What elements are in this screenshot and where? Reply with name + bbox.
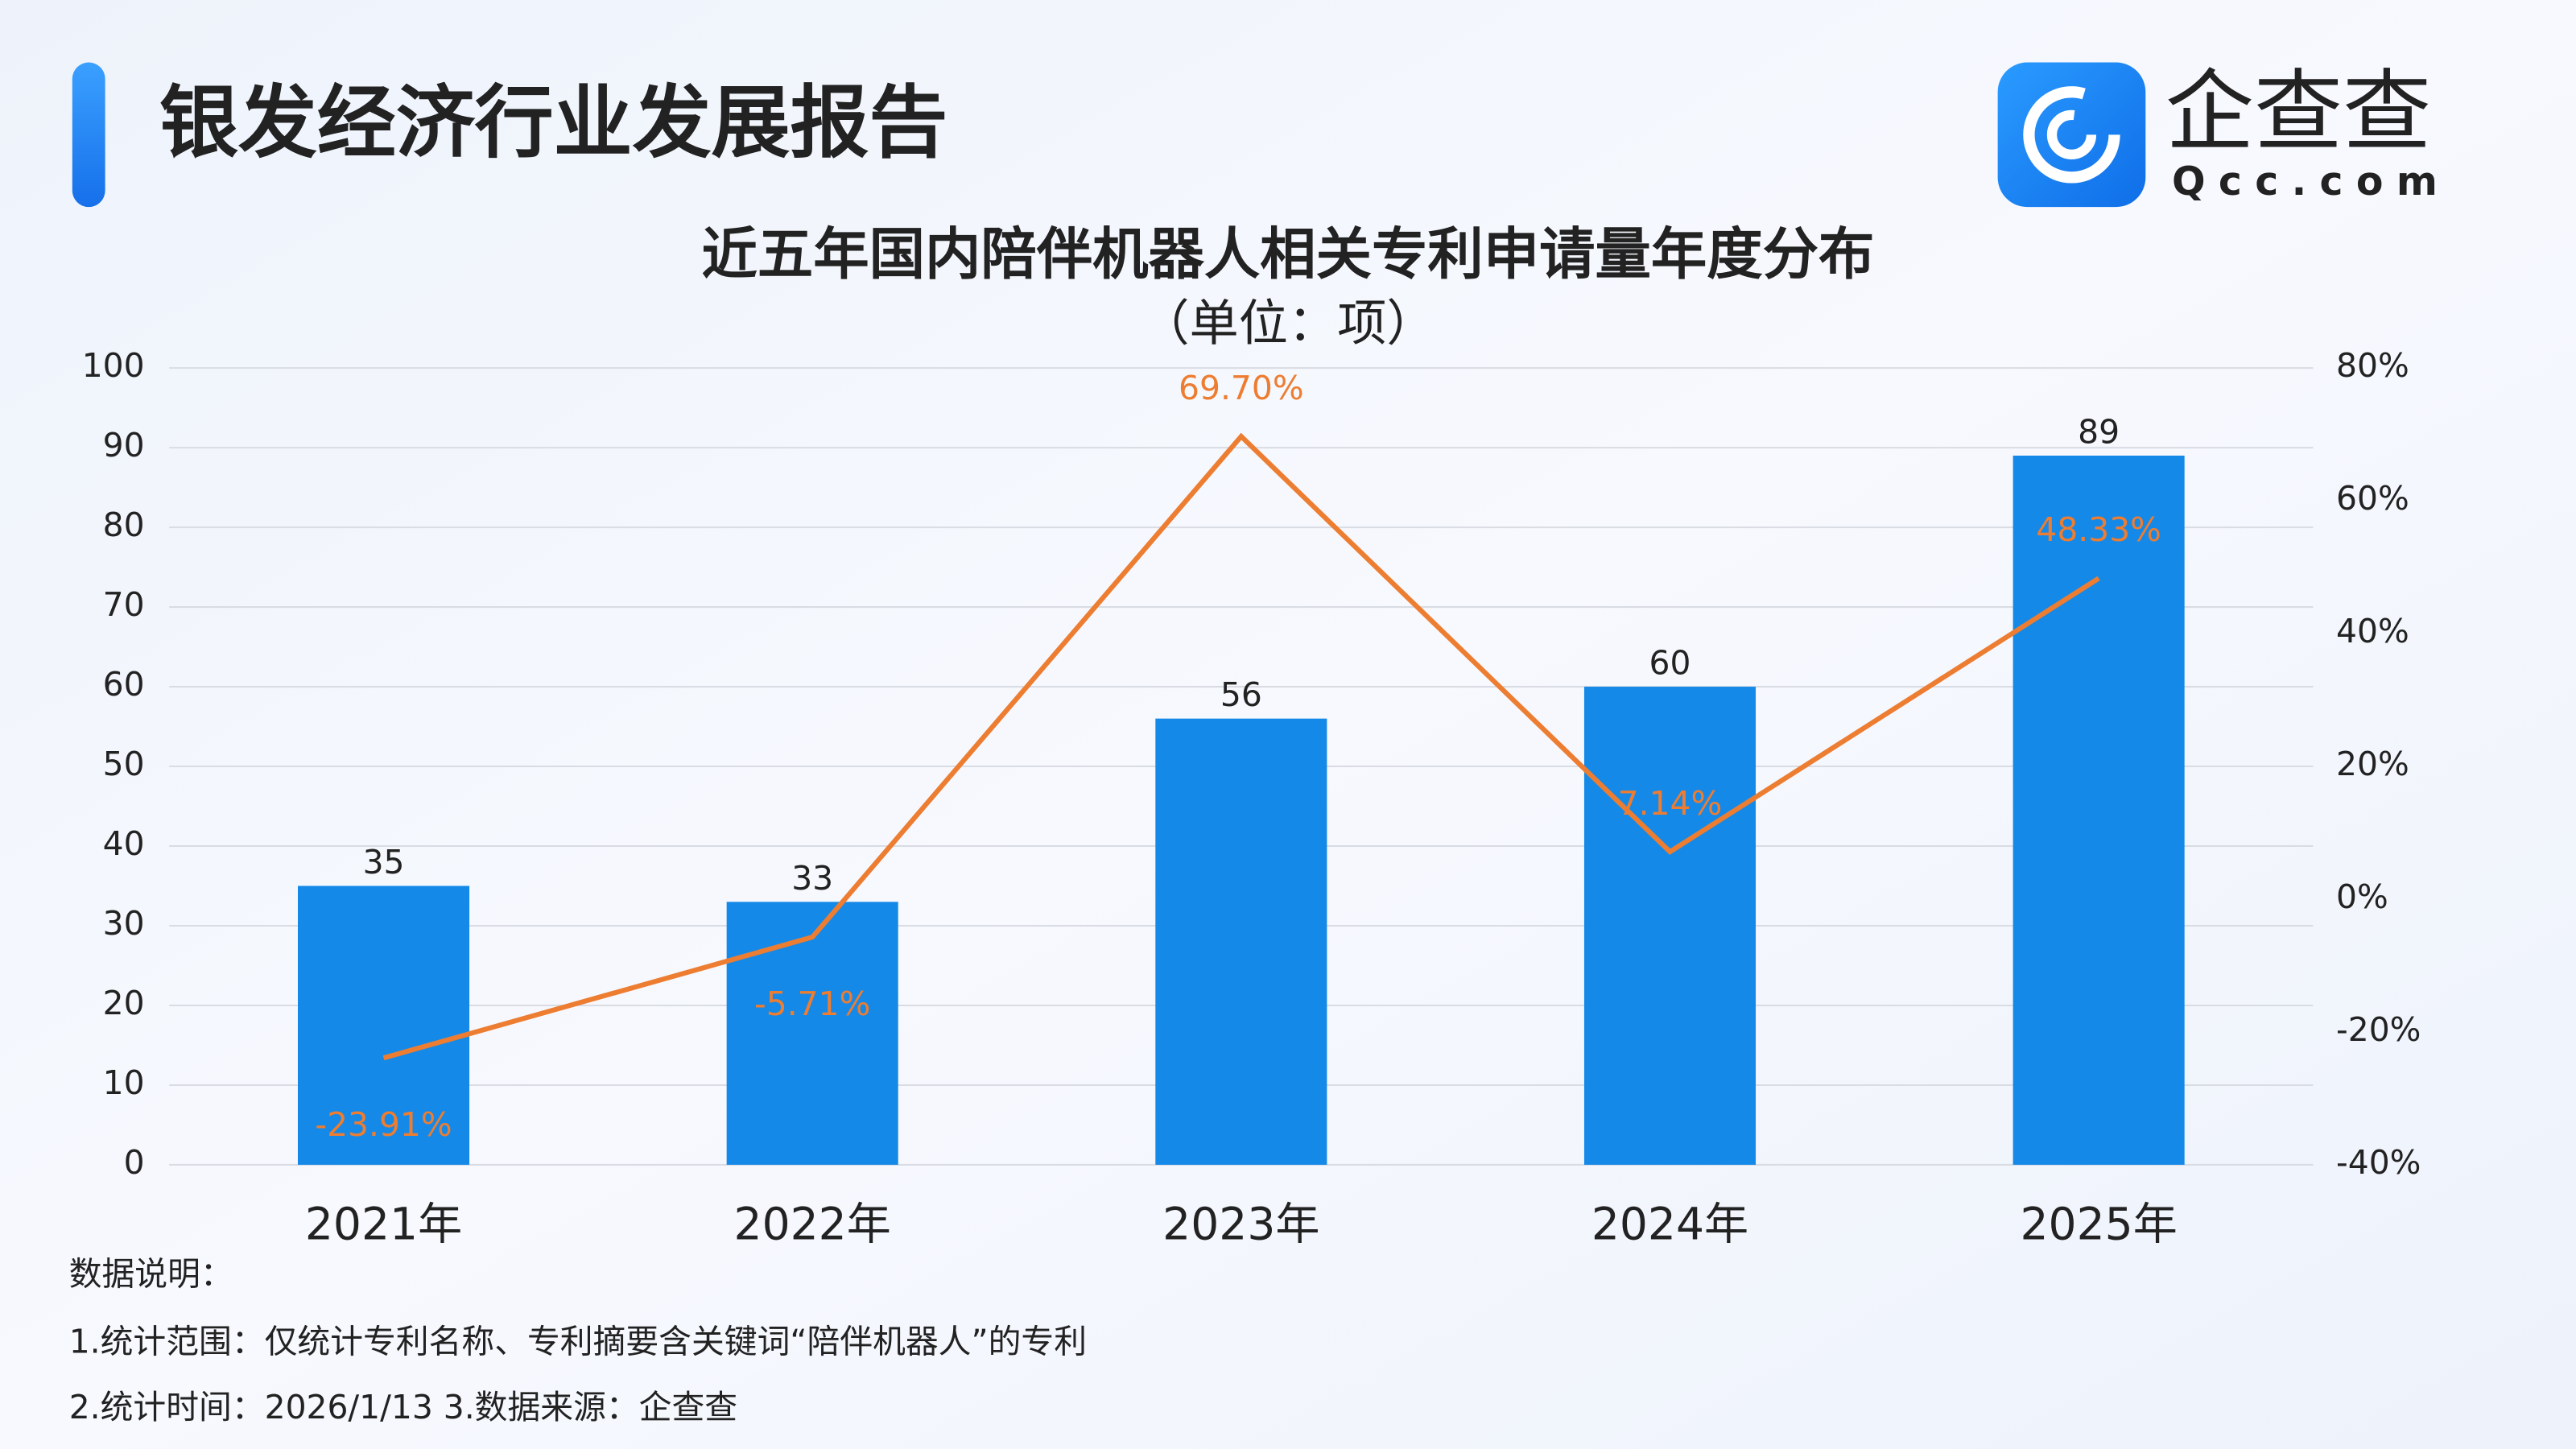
- y-tick-label: 0: [124, 1143, 145, 1182]
- y-tick-label: 90: [103, 426, 145, 464]
- chart-title: 近五年国内陪伴机器人相关专利申请量年度分布: [702, 222, 1875, 287]
- title-accent: [72, 62, 105, 208]
- note: 数据说明：: [69, 1255, 233, 1294]
- x-tick-label: 2024年: [1591, 1199, 1748, 1250]
- note: 2.统计时间：2026/1/13 3.数据来源：企查查: [69, 1388, 737, 1426]
- logo-domain: Qcc.com: [2172, 159, 2450, 204]
- line-value-label: -23.91%: [315, 1105, 452, 1144]
- x-tick-label: 2023年: [1162, 1199, 1319, 1250]
- y2-tick-label: 0%: [2336, 877, 2388, 916]
- y-tick-label: 60: [103, 665, 145, 704]
- logo-ring: [2046, 109, 2097, 159]
- chart-subtitle: （单位：项）: [1140, 295, 1435, 353]
- line-value-label: -5.71%: [754, 985, 870, 1023]
- y2-tick-label: 20%: [2336, 745, 2409, 783]
- x-tick-label: 2022年: [734, 1199, 891, 1250]
- y-tick-label: 100: [82, 346, 145, 385]
- line-value-label: 48.33%: [2036, 510, 2161, 549]
- bar-value-label: 89: [2078, 412, 2120, 451]
- logo-ring: [2023, 86, 2120, 184]
- bar: [2013, 456, 2185, 1165]
- y-tick-label: 20: [103, 984, 145, 1022]
- line: [382, 432, 2100, 1061]
- y2-tick-label: -20%: [2336, 1010, 2421, 1049]
- bar-value-label: 35: [363, 843, 405, 881]
- y-tick-label: 80: [103, 506, 145, 544]
- y-tick-label: 30: [103, 904, 145, 943]
- bar: [1155, 718, 1327, 1165]
- line-value-label: 69.70%: [1179, 369, 1304, 407]
- y-tick-label: 50: [103, 745, 145, 783]
- line-value-label: 7.14%: [1618, 784, 1723, 823]
- bar-value-label: 33: [791, 859, 833, 898]
- bar: [726, 902, 898, 1165]
- y-tick-label: 10: [103, 1063, 145, 1102]
- x-tick-label: 2025年: [2020, 1199, 2177, 1250]
- bar-value-label: 60: [1649, 644, 1691, 683]
- page-title: 银发经济行业发展报告: [159, 77, 947, 169]
- note: 1.统计范围：仅统计专利名称、专利摘要含关键词“陪伴机器人”的专利: [69, 1322, 1087, 1360]
- y2-tick-label: 40%: [2336, 612, 2409, 650]
- bar: [298, 886, 470, 1165]
- bar: [1583, 687, 1757, 1165]
- y2-tick-label: 60%: [2336, 479, 2409, 518]
- y-tick-label: 70: [103, 585, 145, 624]
- y2-tick-label: -40%: [2336, 1143, 2421, 1182]
- bar-value-label: 56: [1220, 675, 1262, 714]
- logo-icon: [1997, 62, 2146, 208]
- logo-name: 企查查: [2165, 60, 2432, 163]
- y2-tick-label: 80%: [2336, 346, 2409, 385]
- y-tick-label: 40: [103, 824, 145, 863]
- x-tick-label: 2021年: [305, 1199, 462, 1250]
